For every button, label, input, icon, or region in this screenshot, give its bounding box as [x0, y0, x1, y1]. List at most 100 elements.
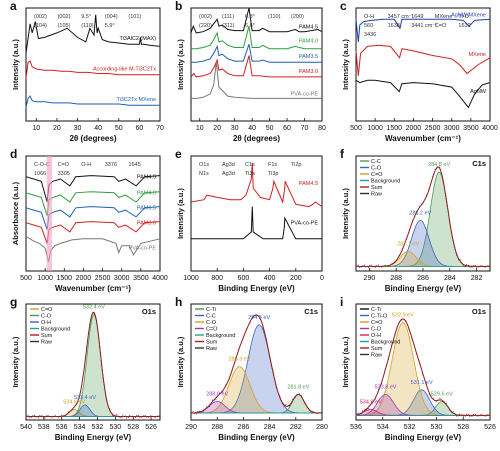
- series-label: AgNW: [470, 89, 487, 95]
- series-label: Ti3C2Tx MXene: [116, 97, 156, 103]
- annotation: (200): [291, 14, 304, 20]
- y-axis-label: Intensity (a.u.): [341, 188, 350, 239]
- x-tick-label: 3000: [444, 125, 460, 132]
- annotation: Ti3p: [268, 171, 279, 177]
- x-tick-label: 528: [457, 424, 469, 431]
- peak-label: 529.6 eV: [431, 391, 453, 397]
- annotation: (110): [268, 14, 281, 20]
- x-tick-label: 2000: [76, 275, 92, 282]
- annotation: (110): [81, 23, 94, 29]
- x-axis-label: 2θ (degrees): [69, 134, 116, 143]
- annotation: 3436: [364, 32, 376, 38]
- annotation: (002): [34, 14, 47, 20]
- x-tick-label: 2000: [406, 125, 422, 132]
- core-level-label: O1s: [472, 307, 486, 316]
- series-label: PVA-co-PE: [129, 246, 157, 252]
- annotation: O1s: [199, 162, 209, 168]
- x-tick-label: 290: [364, 275, 376, 282]
- annotation: Ti2p: [291, 162, 302, 168]
- x-tick-label: 282: [471, 275, 483, 282]
- panel-f: 290 288 286 284 282 Binding Energy (eV) Intens…: [340, 147, 491, 293]
- annotation: 6.6°: [245, 23, 255, 29]
- legend-entry: Sum: [206, 340, 218, 346]
- x-axis-label: Binding Energy (eV): [55, 433, 132, 442]
- x-axis-label: Binding Energy (eV): [385, 284, 462, 293]
- sum-line: [191, 314, 322, 414]
- annotation: 3305: [58, 171, 70, 177]
- annotation: C=O: [58, 162, 70, 168]
- panel-letter: h: [175, 295, 182, 309]
- peak-label: 533.4 eV: [74, 395, 96, 401]
- panel-letter: a: [10, 0, 17, 13]
- x-tick-label: 286: [238, 424, 250, 431]
- x-tick-label: 2500: [425, 125, 441, 132]
- panel-d: 500 1000 1500 2000 2500 3000 3500 4000 Wavenumbe…: [10, 147, 168, 293]
- x-tick-label: 280: [316, 424, 328, 431]
- annotation: 1066: [34, 171, 46, 177]
- x-tick-label: 530: [431, 424, 443, 431]
- panel-letter: f: [340, 147, 345, 161]
- x-tick-label: 536: [350, 424, 362, 431]
- legend-entry: Background: [206, 333, 235, 339]
- legend-entry: C-Ti: [206, 307, 216, 313]
- series-line-2: [355, 79, 491, 109]
- component-peak-1: [356, 220, 490, 267]
- raw-line: [355, 166, 491, 269]
- x-tick-label: 500: [20, 275, 32, 282]
- peak-label: 534.9 eV: [360, 400, 382, 406]
- y-axis-label: Intensity (a.u.): [341, 39, 350, 90]
- x-tick-label: 530: [109, 424, 121, 431]
- series-line-2: [25, 95, 160, 108]
- x-tick-label: 1000: [367, 125, 383, 132]
- sum-line: [356, 166, 490, 267]
- x-tick-label: 288: [211, 424, 223, 431]
- annotation: 1632: [458, 23, 470, 29]
- x-tick-label: 60: [135, 125, 143, 132]
- annotation: (101): [128, 14, 141, 20]
- x-tick-label: 200: [290, 275, 302, 282]
- raw-line: [355, 318, 491, 418]
- legend-entry: Background: [371, 179, 400, 185]
- peak-label: 534.6 eV: [63, 400, 85, 406]
- series-label: PAM3.5: [137, 205, 156, 211]
- core-level-label: O1s: [142, 307, 156, 316]
- x-tick-label: 400: [264, 275, 276, 282]
- series-label: PAM3.0: [137, 220, 156, 226]
- y-axis-label: Intensity (a.u.): [176, 39, 185, 90]
- series-line-1: [191, 206, 322, 240]
- x-tick-label: 2500: [95, 275, 111, 282]
- x-tick-label: 80: [318, 125, 326, 132]
- series-label: MXene: [469, 52, 486, 58]
- legend-entry: C-O: [371, 327, 382, 333]
- legend-entry: Raw: [206, 346, 217, 352]
- x-tick-label: 70: [301, 125, 309, 132]
- legend-entry: Sum: [371, 185, 383, 191]
- series-label: PAM4.5: [299, 25, 318, 31]
- series-line-0: [190, 7, 323, 34]
- peak-label: 532.5 eV: [392, 313, 414, 319]
- x-tick-label: 50: [115, 125, 123, 132]
- x-tick-label: 288: [390, 275, 402, 282]
- y-axis-label: Absorbance (a.u.): [11, 181, 20, 245]
- legend-entry: Raw: [371, 192, 382, 198]
- x-axis-label: Binding Energy (eV): [218, 433, 295, 442]
- annotation: C=O: [435, 23, 447, 29]
- legend-entry: Sum: [41, 333, 53, 339]
- series-label: PVA-co-PE: [291, 220, 319, 226]
- series-line-3: [190, 55, 322, 78]
- panel-g: 540 538 536 534 532 530 528 526 Binding Energy (…: [10, 295, 161, 442]
- legend-entry: C-C: [206, 314, 216, 320]
- x-tick-label: 40: [248, 125, 256, 132]
- panel-e: 1000 800 600 400 200 0 Binding Energy (eV) Inte…: [175, 147, 324, 293]
- series-label: PAM4.5: [137, 174, 156, 180]
- core-level-label: C1s: [472, 159, 486, 168]
- x-axis-label: 2θ (degrees): [233, 134, 280, 143]
- x-tick-label: 528: [127, 424, 139, 431]
- annotation: C1s: [245, 162, 255, 168]
- series-line-0: [25, 14, 161, 54]
- peak-label: 531.1 eV: [411, 380, 433, 386]
- x-tick-label: 4000: [152, 275, 168, 282]
- x-tick-label: 532: [92, 424, 104, 431]
- annotation: (111): [222, 14, 234, 20]
